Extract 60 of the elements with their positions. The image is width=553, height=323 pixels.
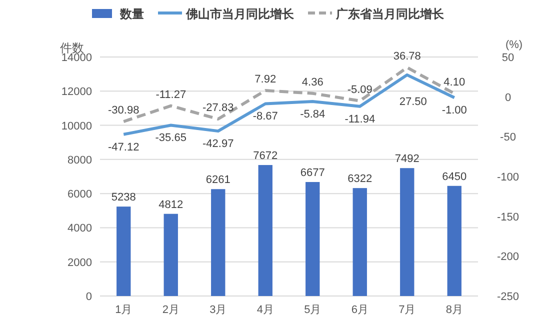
data-label: -5.84 <box>300 108 326 120</box>
x-tick-label: 1月 <box>115 304 132 316</box>
bar <box>306 182 320 296</box>
y-tick-label: 0 <box>86 291 92 303</box>
x-tick-label: 5月 <box>304 304 322 316</box>
data-label: 4.36 <box>302 76 324 88</box>
data-label: 7492 <box>394 153 420 166</box>
data-label: 36.78 <box>393 50 421 63</box>
y-tick-label: 4000 <box>68 222 92 235</box>
y-tick-label: 2000 <box>68 256 92 269</box>
data-label: -27.83 <box>202 102 234 114</box>
data-label: 4.10 <box>444 76 466 89</box>
x-tick-label: 4月 <box>256 304 274 316</box>
bar <box>400 168 414 296</box>
y-tick-label: 6000 <box>68 188 92 201</box>
data-label: 5238 <box>111 192 136 204</box>
data-label: 6677 <box>300 167 325 180</box>
x-tick-label: 3月 <box>210 304 227 316</box>
legend-label: 佛山市当月同比增长 <box>185 7 295 21</box>
data-label: -5.09 <box>347 84 372 96</box>
x-tick-label: 8月 <box>446 304 463 316</box>
legend-label: 数量 <box>119 7 144 21</box>
data-label: 4812 <box>158 198 184 211</box>
y2-tick-label: -150 <box>496 211 520 224</box>
y2-tick-label: -50 <box>500 132 516 144</box>
bar <box>352 188 367 296</box>
x-tick-label: 2月 <box>162 304 180 316</box>
y2-tick-label: -200 <box>496 251 520 264</box>
data-label: 7.92 <box>254 74 276 86</box>
data-label: -8.67 <box>252 110 278 123</box>
legend-label: 广东省当月同比增长 <box>335 7 445 21</box>
data-label: 27.50 <box>399 96 427 108</box>
data-label: 6261 <box>206 174 230 186</box>
data-label: 7672 <box>253 150 278 162</box>
y-tick-label: 10000 <box>61 120 92 132</box>
y-axis-title: 件数 <box>60 41 84 55</box>
data-label: -35.65 <box>155 132 186 144</box>
bar <box>258 165 272 296</box>
bar <box>211 189 226 296</box>
x-tick-label: 7月 <box>398 304 416 316</box>
data-label: -30.98 <box>108 104 140 117</box>
data-label: -42.97 <box>202 138 234 150</box>
data-label: -11.94 <box>344 113 376 126</box>
y-tick-label: 8000 <box>68 154 92 166</box>
y-tick-label: 14000 <box>61 52 92 64</box>
y-tick-label: 12000 <box>61 86 92 98</box>
y2-tick-label: -100 <box>496 172 520 184</box>
y2-tick-label: 50 <box>502 52 514 64</box>
data-label: -1.00 <box>442 104 467 117</box>
bar <box>447 186 462 296</box>
x-tick-label: 6月 <box>351 304 368 316</box>
y2-axis-title: (%) <box>505 39 523 51</box>
y2-tick-label: 0 <box>504 92 512 104</box>
data-label: 6322 <box>348 173 372 186</box>
data-label: -11.27 <box>156 88 186 101</box>
data-label: -47.12 <box>108 141 140 154</box>
bar <box>164 214 178 296</box>
y2-tick-label: -250 <box>496 291 520 303</box>
bar <box>116 206 131 296</box>
data-label: 6450 <box>442 170 467 183</box>
